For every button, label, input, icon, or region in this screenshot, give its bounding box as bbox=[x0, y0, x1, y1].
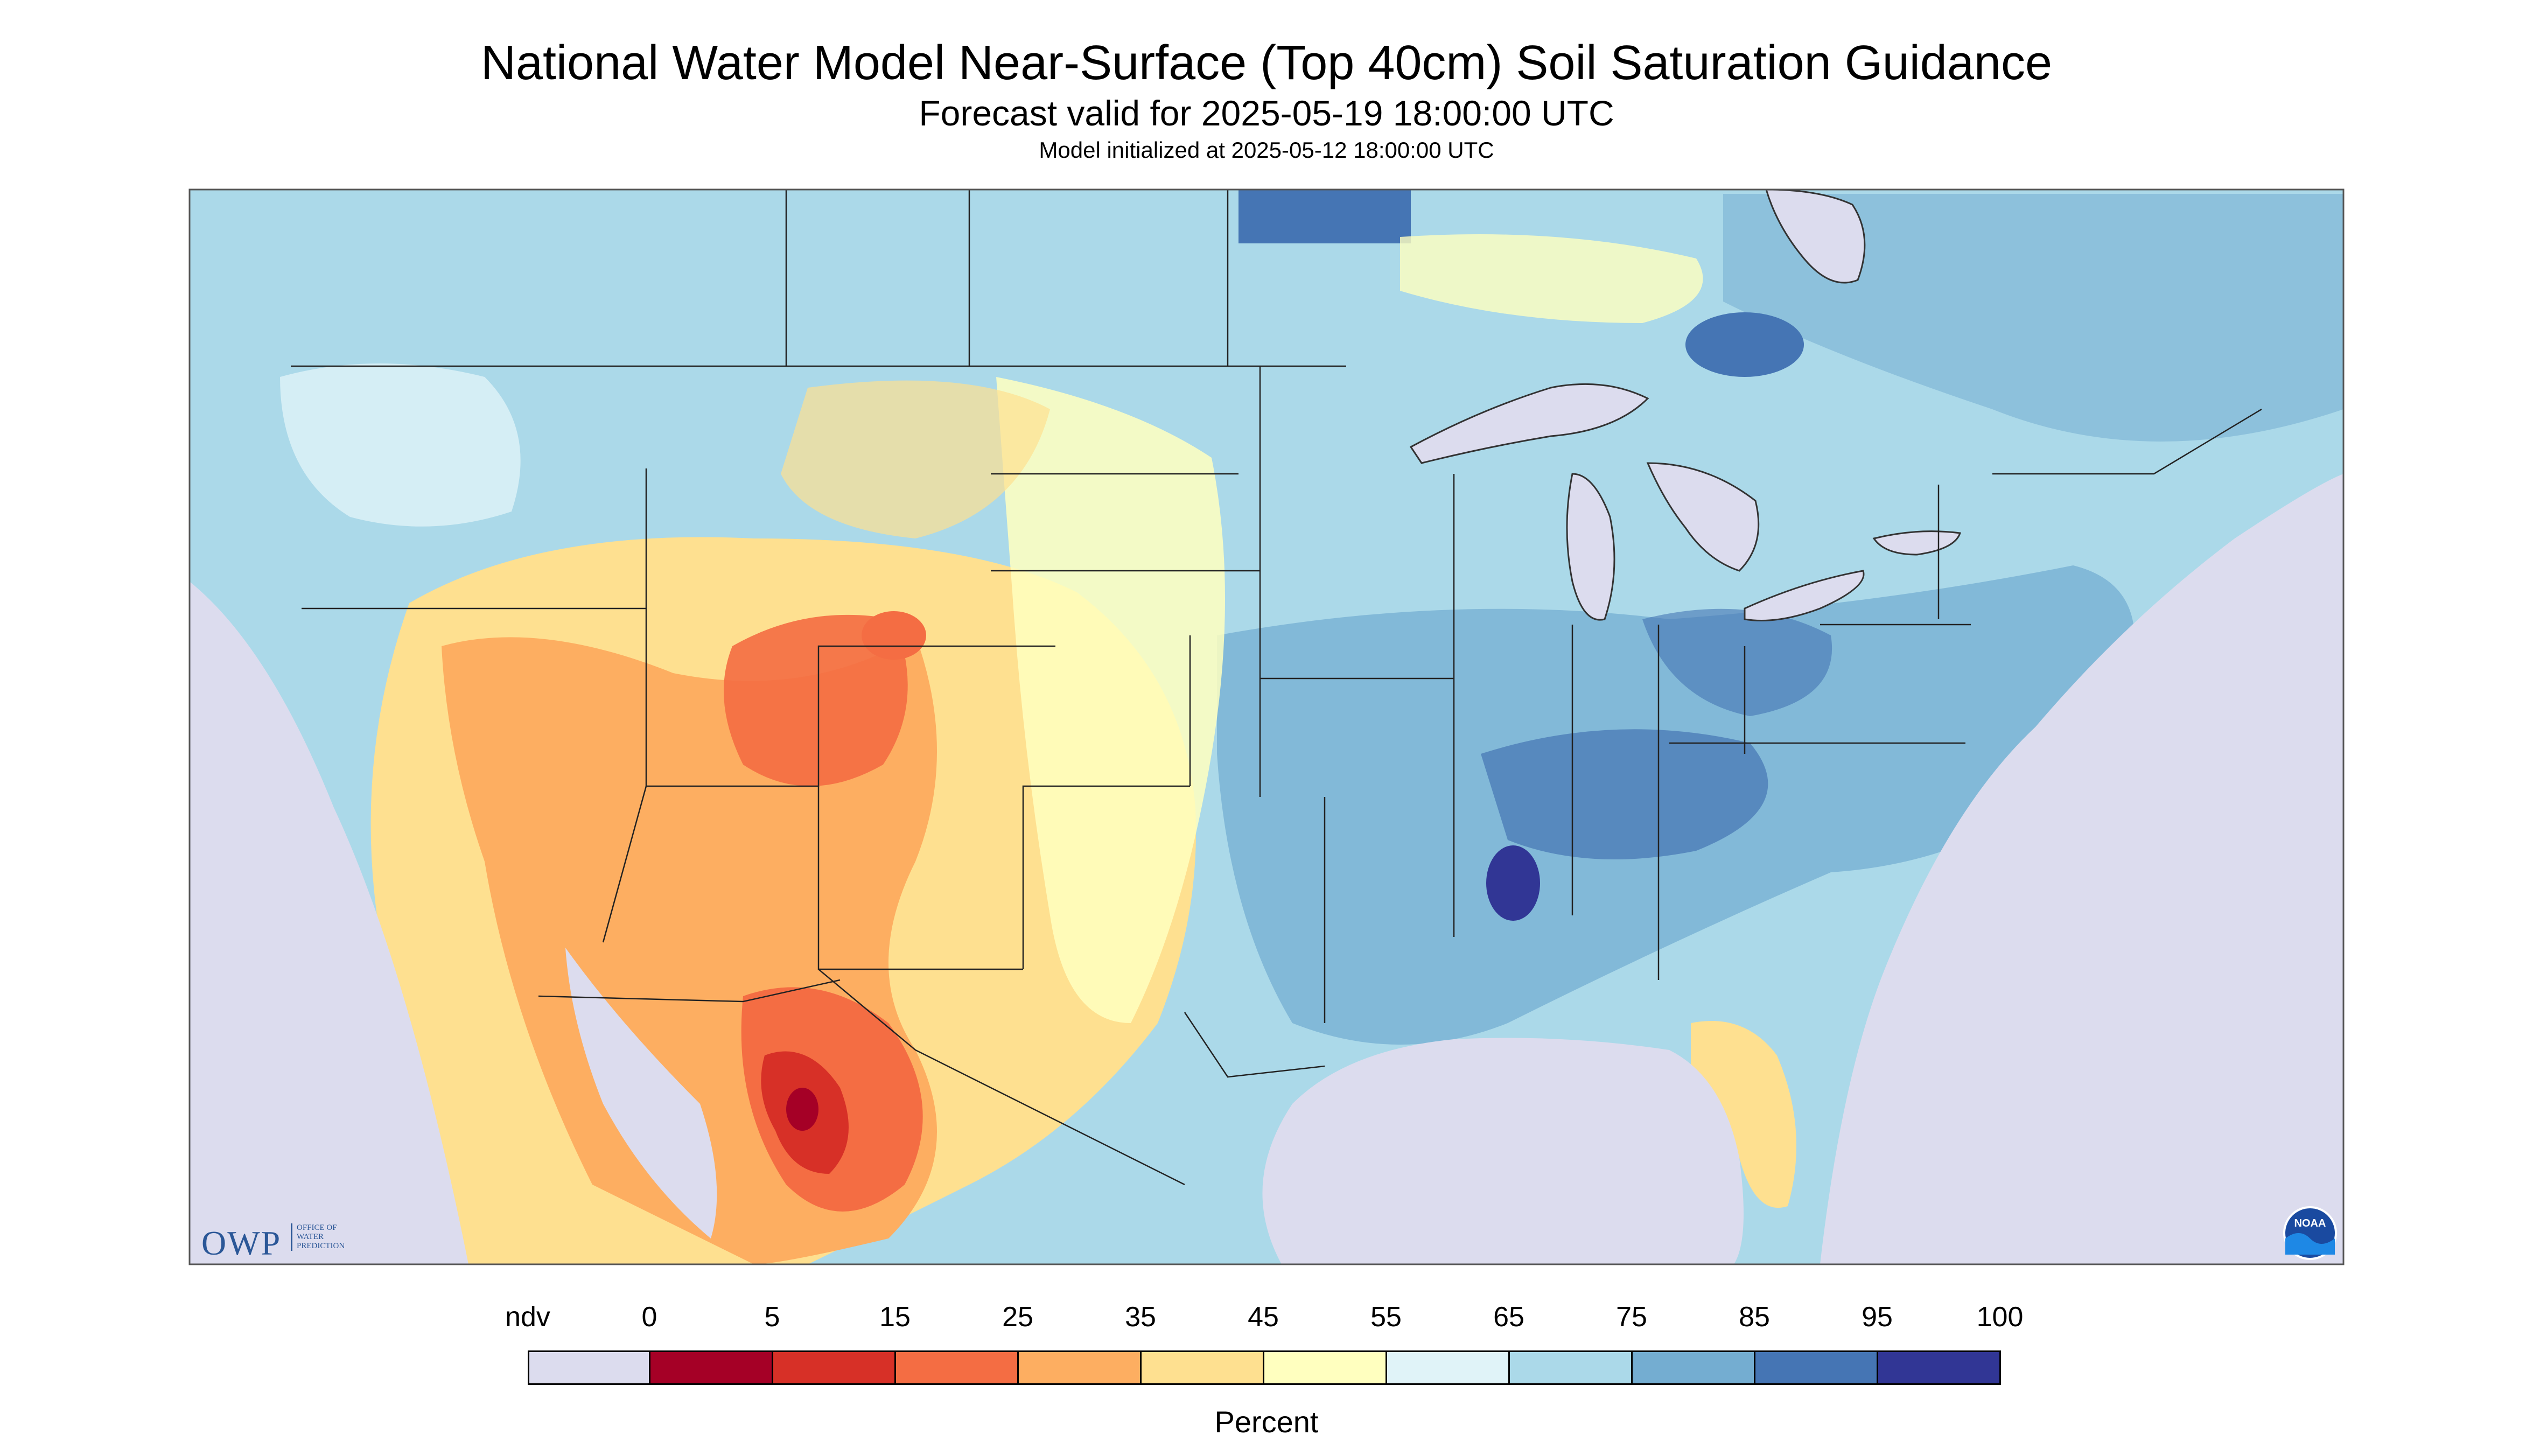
colorbar-ndv-swatch bbox=[528, 1350, 650, 1385]
northern-plains-mixed bbox=[781, 380, 1050, 538]
forecast-valid-subtitle: Forecast valid for 2025-05-19 18:00:00 U… bbox=[919, 93, 1614, 133]
ohio-valley-wet bbox=[1642, 608, 1832, 716]
pacific-northwest-mixed bbox=[280, 363, 521, 527]
four-corners-dry bbox=[724, 614, 908, 786]
mexico-extreme-dry bbox=[786, 1088, 818, 1131]
northern-wet-block bbox=[1238, 190, 1411, 243]
gulf-of-mexico bbox=[1262, 1038, 1744, 1264]
colorbar-swatch-5-15 bbox=[772, 1350, 896, 1385]
colorbar-swatch-45-55 bbox=[1263, 1350, 1387, 1385]
colorbar-tick-label: 5 bbox=[764, 1301, 780, 1333]
plains-neutral-zone bbox=[996, 377, 1225, 1023]
colorbar-tick-label: 0 bbox=[641, 1301, 657, 1333]
colorbar-tick-label: 85 bbox=[1739, 1301, 1770, 1333]
map-frame bbox=[188, 188, 2345, 1265]
owp-logo: OWP bbox=[201, 1224, 282, 1262]
florida-dry bbox=[1691, 1021, 1796, 1208]
colorbar-swatch-95-100 bbox=[1877, 1350, 2001, 1385]
colorbar-swatch-35-45 bbox=[1140, 1350, 1264, 1385]
lake-huron bbox=[1646, 462, 1760, 572]
colorbar-swatch-25-35 bbox=[1017, 1350, 1142, 1385]
colorado-dry bbox=[862, 611, 926, 660]
colorbar-tick-label: 15 bbox=[879, 1301, 911, 1333]
colorbar-tick-label: 100 bbox=[1976, 1301, 2024, 1333]
colorbar-unit-label: Percent bbox=[1214, 1405, 1319, 1439]
noaa-logo: NOAA bbox=[2283, 1206, 2337, 1260]
colorbar-label-ndv: ndv bbox=[505, 1301, 550, 1333]
colorbar-tick-label: 75 bbox=[1616, 1301, 1647, 1333]
colorbar-tick-label: 45 bbox=[1248, 1301, 1279, 1333]
colorbar-tick-label: 65 bbox=[1493, 1301, 1524, 1333]
gulf-of-california bbox=[565, 948, 717, 1238]
canada-wet-zone bbox=[1723, 194, 2343, 442]
lake-superior bbox=[1409, 383, 1649, 464]
colorbar-tick-label: 35 bbox=[1125, 1301, 1156, 1333]
colorbar-swatch-55-65 bbox=[1386, 1350, 1510, 1385]
pacific-ocean bbox=[190, 582, 468, 1264]
tennessee-valley-wet bbox=[1481, 729, 1768, 859]
atlantic-ocean bbox=[1820, 474, 2343, 1264]
colorbar-tick-label: 25 bbox=[1002, 1301, 1033, 1333]
colorbar-tick-label: 55 bbox=[1370, 1301, 1402, 1333]
lake-erie bbox=[1744, 570, 1865, 621]
map-field bbox=[190, 190, 2343, 1264]
hudson-bay-fragment bbox=[1765, 190, 1866, 284]
lake-michigan bbox=[1566, 473, 1615, 621]
state-boundaries bbox=[291, 190, 2262, 1186]
noaa-logo-text: NOAA bbox=[2294, 1217, 2326, 1229]
colorbar-swatch-15-25 bbox=[894, 1350, 1019, 1385]
figure-title: National Water Model Near-Surface (Top 4… bbox=[480, 36, 2052, 90]
colorbar-swatch-85-95 bbox=[1754, 1350, 1878, 1385]
canada-prairie-dry bbox=[1400, 234, 1703, 323]
owp-logo-subtitle: OFFICE OF WATER PREDICTION bbox=[291, 1223, 361, 1251]
colorbar-swatch-65-75 bbox=[1508, 1350, 1633, 1385]
canada-lake-wet bbox=[1685, 312, 1804, 377]
mississippi-peak-wet bbox=[1486, 845, 1540, 921]
colorbar-swatch-75-85 bbox=[1631, 1350, 1755, 1385]
model-init-subtitle: Model initialized at 2025-05-12 18:00:00… bbox=[1039, 137, 1494, 163]
colorbar-swatch-0-5 bbox=[649, 1350, 773, 1385]
colorbar-tick-label: 95 bbox=[1862, 1301, 1893, 1333]
